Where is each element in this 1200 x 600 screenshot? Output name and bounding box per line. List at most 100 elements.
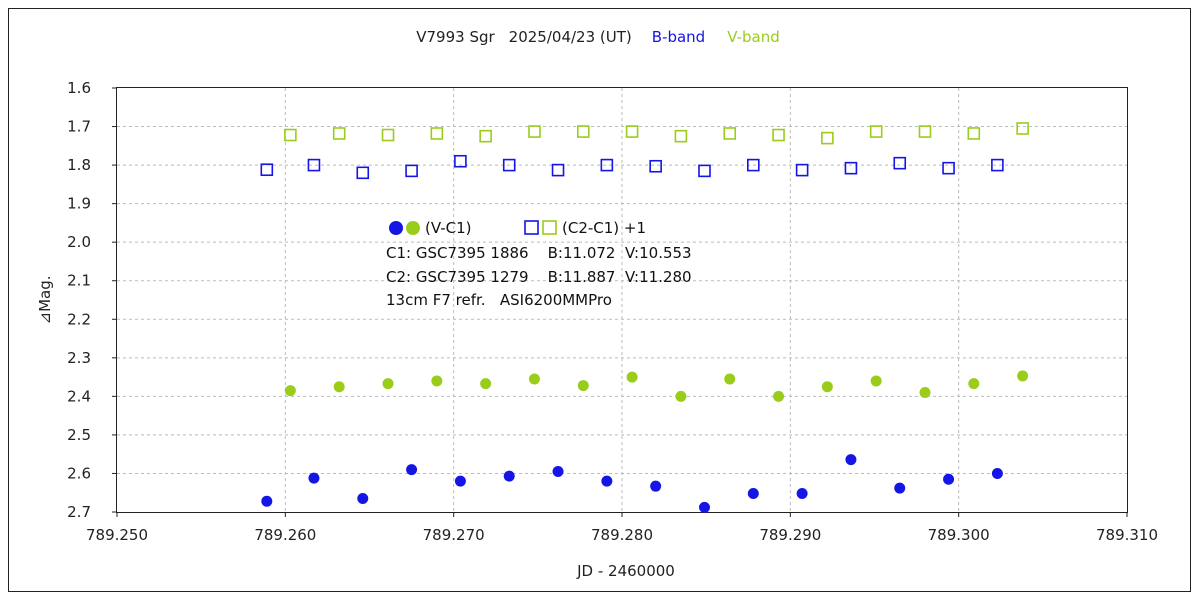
data-point: [625, 125, 639, 138]
x-tick-label: 789.250: [86, 526, 148, 544]
data-point: [600, 158, 614, 172]
data-point: [431, 375, 443, 387]
data-point: [943, 473, 955, 485]
data-point: [698, 164, 711, 178]
legend-filled-label: (V-C1): [425, 219, 472, 237]
data-point: [894, 482, 906, 494]
y-tick-label: 2.3: [67, 349, 91, 367]
y-tick-label: 2.0: [67, 233, 91, 251]
data-point: [918, 125, 932, 138]
grid-layer: [117, 88, 1127, 512]
data-point: [747, 487, 759, 499]
data-point: [333, 381, 345, 393]
data-point: [893, 156, 907, 170]
data-point: [845, 454, 857, 466]
data-point: [698, 501, 710, 513]
note-c2: C2: GSC7395 1279 B:11.887 V:11.280: [386, 268, 692, 286]
data-point: [308, 472, 320, 484]
data-point: [919, 387, 931, 399]
title-object: V7993 Sgr: [416, 28, 495, 46]
legend-filled-v-marker: [406, 221, 420, 235]
data-point: [870, 375, 882, 387]
data-point: [991, 467, 1003, 479]
series-filled-b-band: [261, 454, 1003, 513]
data-point: [821, 381, 833, 393]
y-tick-label: 2.4: [67, 387, 91, 405]
y-tick-label: 1.9: [67, 195, 91, 213]
data-point: [454, 475, 466, 487]
data-point: [772, 128, 785, 142]
x-axis-title: JD - 2460000: [576, 562, 675, 580]
note-c1: C1: GSC7395 1886 B:11.072 V:10.553: [386, 244, 692, 262]
data-point: [795, 163, 809, 177]
data-point: [454, 154, 467, 168]
legend-open-b-marker: [524, 220, 539, 235]
y-tick-label: 2.2: [67, 310, 91, 328]
data-point: [307, 158, 321, 172]
data-point: [577, 380, 589, 392]
chart-title: V7993 Sgr 2025/04/23 (UT) B-band V-band: [416, 28, 780, 46]
data-point: [650, 480, 662, 492]
y-tick-label: 2.7: [67, 503, 91, 521]
data-point: [968, 378, 980, 390]
data-point: [675, 390, 687, 402]
data-point: [746, 158, 760, 172]
marks-layer: [260, 122, 1029, 513]
data-point: [552, 466, 564, 478]
data-point: [503, 470, 515, 482]
title-b-band: B-band: [652, 28, 705, 46]
data-point: [844, 161, 858, 175]
data-point: [260, 163, 274, 177]
data-point: [356, 166, 370, 180]
data-point: [724, 373, 736, 385]
tick-layer: 789.250 789.260 789.270 789.280 789.290 789.3…: [67, 79, 1158, 544]
data-point: [479, 129, 492, 143]
data-point: [601, 475, 613, 487]
data-point: [502, 158, 516, 172]
data-point: [821, 131, 834, 145]
data-point: [991, 158, 1004, 172]
series-filled-v-band: [284, 370, 1029, 402]
y-tick-label: 2.6: [67, 464, 91, 482]
legend-open-v-marker: [542, 220, 557, 235]
y-tick-label: 1.8: [67, 156, 91, 174]
data-point: [576, 125, 590, 138]
series-open-b-band: [260, 154, 1004, 180]
data-point: [869, 125, 883, 138]
y-tick-label: 1.7: [67, 118, 91, 136]
note-equipment: 13cm F7 refr. ASI6200MMPro: [386, 291, 612, 309]
data-point: [967, 127, 981, 140]
data-point: [382, 378, 394, 390]
data-point: [357, 493, 369, 505]
legend-filled-b-marker: [389, 221, 403, 235]
data-point: [381, 128, 395, 142]
y-tick-label: 2.5: [67, 426, 91, 444]
title-date: 2025/04/23 (UT): [509, 28, 632, 46]
series-open-v-band: [284, 122, 1029, 145]
y-tick-label: 1.6: [67, 79, 91, 97]
x-tick-label: 789.280: [591, 526, 653, 544]
legend: (V-C1) (C2-C1) +1: [389, 219, 646, 237]
data-point: [284, 128, 297, 142]
data-point: [626, 371, 638, 383]
data-point: [528, 125, 541, 138]
data-point: [674, 129, 688, 143]
data-point: [405, 164, 418, 178]
data-point: [773, 390, 785, 402]
data-point: [942, 161, 955, 175]
x-tick-label: 789.260: [254, 526, 316, 544]
data-point: [261, 495, 273, 507]
outer-frame: [8, 8, 1191, 592]
x-tick-label: 789.290: [759, 526, 821, 544]
data-point: [551, 163, 565, 177]
data-point: [1017, 370, 1029, 382]
data-point: [649, 159, 662, 173]
data-point: [406, 464, 418, 476]
x-tick-label: 789.270: [423, 526, 485, 544]
data-point: [332, 127, 346, 140]
y-axis-title: ⊿Mag.: [36, 276, 54, 325]
data-point: [284, 385, 296, 397]
x-tick-label: 789.300: [928, 526, 990, 544]
